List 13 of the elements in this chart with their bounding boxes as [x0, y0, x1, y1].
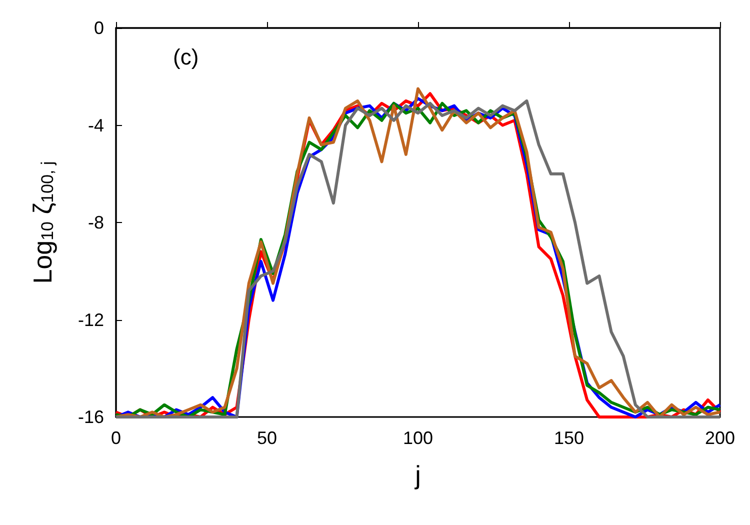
x-tick-label: 50 [256, 428, 278, 448]
y-tick-label: -4 [88, 115, 104, 136]
y-tick-label: -8 [88, 212, 104, 232]
annotation: (c) [173, 44, 199, 70]
x-tick-label: 150 [554, 428, 584, 448]
x-tick-label: 200 [704, 428, 736, 448]
y-tick-label: -16 [78, 407, 104, 427]
x-tick-label: 0 [110, 428, 122, 448]
y-tick-label: -12 [78, 310, 104, 330]
x-axis-title: j [414, 460, 421, 490]
y-tick-label: 0 [94, 18, 104, 38]
x-tick-label: 100 [402, 428, 434, 448]
y-axis-title: Log10 ζ100, j [28, 161, 58, 284]
